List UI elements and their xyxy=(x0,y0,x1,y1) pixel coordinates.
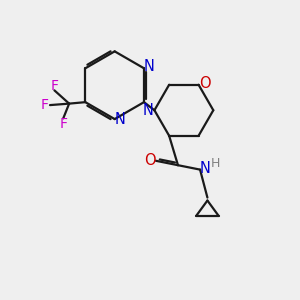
Text: F: F xyxy=(41,98,49,112)
Text: F: F xyxy=(50,79,59,93)
Text: O: O xyxy=(144,153,156,168)
Text: F: F xyxy=(59,117,67,130)
Text: N: N xyxy=(143,103,154,118)
Text: N: N xyxy=(200,160,211,175)
Text: H: H xyxy=(211,157,220,169)
Text: O: O xyxy=(199,76,210,91)
Text: N: N xyxy=(144,59,155,74)
Text: N: N xyxy=(115,112,125,127)
